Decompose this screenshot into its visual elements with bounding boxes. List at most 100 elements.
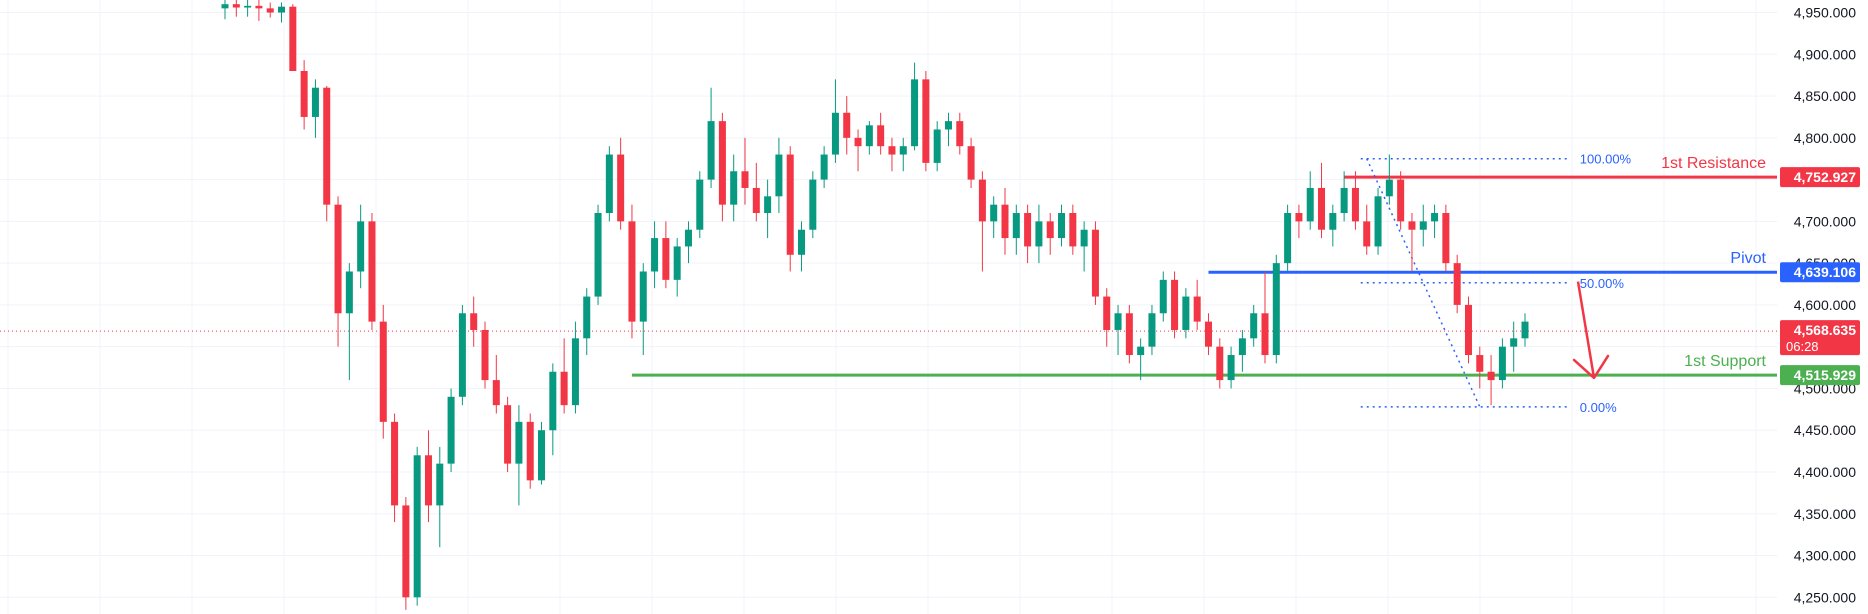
candle-body bbox=[402, 505, 410, 598]
candle bbox=[413, 446, 421, 606]
candle bbox=[1408, 213, 1416, 272]
candle-body bbox=[526, 421, 534, 481]
candle-body bbox=[379, 321, 387, 422]
candle-body bbox=[1340, 187, 1348, 214]
bar-countdown-label: 06:28 bbox=[1786, 339, 1819, 354]
candle-body bbox=[1001, 204, 1009, 239]
candle-body bbox=[1374, 196, 1382, 247]
y-tick-label: 4,450.000 bbox=[1794, 422, 1856, 438]
candle-body bbox=[922, 79, 930, 163]
candle-body bbox=[368, 221, 376, 322]
price-axis[interactable]: 4,950.000 4,900.000 4,850.000 4,800.000 4,75… bbox=[1794, 5, 1856, 606]
candle bbox=[1521, 313, 1529, 347]
candle bbox=[786, 146, 794, 272]
candle bbox=[504, 396, 512, 472]
candle bbox=[1069, 204, 1077, 255]
current-price-label: 4,568.635 bbox=[1794, 322, 1856, 338]
candle-body bbox=[1521, 321, 1529, 339]
level-lines: 1st Resistance Pivot 1st Support bbox=[0, 155, 1777, 377]
candle bbox=[877, 112, 885, 155]
candle bbox=[1374, 187, 1382, 255]
y-tick-label: 4,250.000 bbox=[1794, 589, 1856, 605]
candle bbox=[1035, 204, 1043, 264]
candle bbox=[1159, 271, 1167, 322]
candle bbox=[922, 71, 930, 172]
candle-body bbox=[956, 121, 964, 147]
candle-body bbox=[1069, 213, 1077, 247]
candle bbox=[651, 221, 659, 289]
badge-bg bbox=[1780, 167, 1860, 188]
badge-price-label: 4,752.927 bbox=[1794, 169, 1856, 185]
candle bbox=[1238, 329, 1246, 372]
candle-body bbox=[1431, 213, 1439, 222]
candle bbox=[1329, 204, 1337, 247]
candle-body bbox=[1453, 263, 1461, 305]
candle-body bbox=[831, 112, 839, 155]
projection-arrow[interactable] bbox=[1572, 281, 1610, 380]
candle bbox=[933, 121, 941, 172]
y-tick-label: 4,700.000 bbox=[1794, 213, 1856, 229]
candle bbox=[447, 388, 455, 472]
grid bbox=[0, 0, 1777, 614]
candle-body bbox=[1148, 313, 1156, 347]
candle-body bbox=[820, 154, 828, 180]
candle bbox=[1114, 304, 1122, 356]
candle-body bbox=[424, 455, 432, 506]
candle-body bbox=[730, 171, 738, 205]
projection-arrow-shaft[interactable] bbox=[1576, 281, 1596, 379]
candle-body bbox=[684, 229, 692, 247]
projection-arrow-head[interactable] bbox=[1572, 354, 1610, 380]
candle-body bbox=[877, 125, 885, 147]
candle bbox=[1182, 288, 1190, 339]
candle-body bbox=[1091, 229, 1099, 297]
candle-body bbox=[391, 421, 399, 506]
candle-body bbox=[1397, 179, 1405, 222]
candle-body bbox=[447, 396, 455, 464]
level-name-label: 1st Resistance bbox=[1661, 155, 1766, 172]
candle bbox=[255, 0, 263, 21]
candle-body bbox=[854, 137, 862, 147]
candle bbox=[831, 79, 839, 163]
candle-body bbox=[775, 154, 783, 197]
candle-body bbox=[605, 154, 613, 214]
candle bbox=[809, 171, 817, 239]
candle-body bbox=[266, 8, 274, 13]
fibonacci-retracement[interactable]: 100.00% 50.00% 0.00% bbox=[1360, 152, 1632, 415]
candle-body bbox=[944, 121, 952, 130]
candle-body bbox=[278, 6, 286, 13]
candle-body bbox=[1046, 221, 1054, 239]
candle bbox=[391, 413, 399, 523]
candle bbox=[1227, 346, 1235, 389]
candle-body bbox=[357, 221, 365, 272]
candle bbox=[232, 0, 240, 17]
candle bbox=[865, 121, 873, 155]
candle-body bbox=[492, 380, 500, 406]
candle bbox=[278, 2, 286, 23]
candle bbox=[673, 238, 681, 297]
candle bbox=[741, 137, 749, 205]
candle-body bbox=[571, 338, 579, 406]
candle-body bbox=[300, 71, 308, 117]
candle-body bbox=[1351, 187, 1359, 222]
candle bbox=[334, 196, 342, 347]
y-tick-label: 4,350.000 bbox=[1794, 506, 1856, 522]
candle-body bbox=[1284, 213, 1292, 264]
candle-body bbox=[560, 371, 568, 406]
y-tick-label: 4,800.000 bbox=[1794, 130, 1856, 146]
y-tick-label: 4,300.000 bbox=[1794, 548, 1856, 564]
candle-body bbox=[311, 87, 319, 117]
level-price-badge: 4,515.929 bbox=[1780, 365, 1860, 386]
candle-body bbox=[1464, 304, 1472, 356]
candle bbox=[1001, 187, 1009, 255]
candle bbox=[1487, 355, 1495, 406]
fib-level-label: 50.00% bbox=[1580, 276, 1625, 291]
candle bbox=[1024, 204, 1032, 264]
candle bbox=[899, 137, 907, 172]
candle-body bbox=[786, 154, 794, 255]
candle bbox=[1204, 313, 1212, 356]
candle-body bbox=[413, 455, 421, 598]
candle bbox=[843, 96, 851, 155]
candle-body bbox=[323, 87, 331, 205]
